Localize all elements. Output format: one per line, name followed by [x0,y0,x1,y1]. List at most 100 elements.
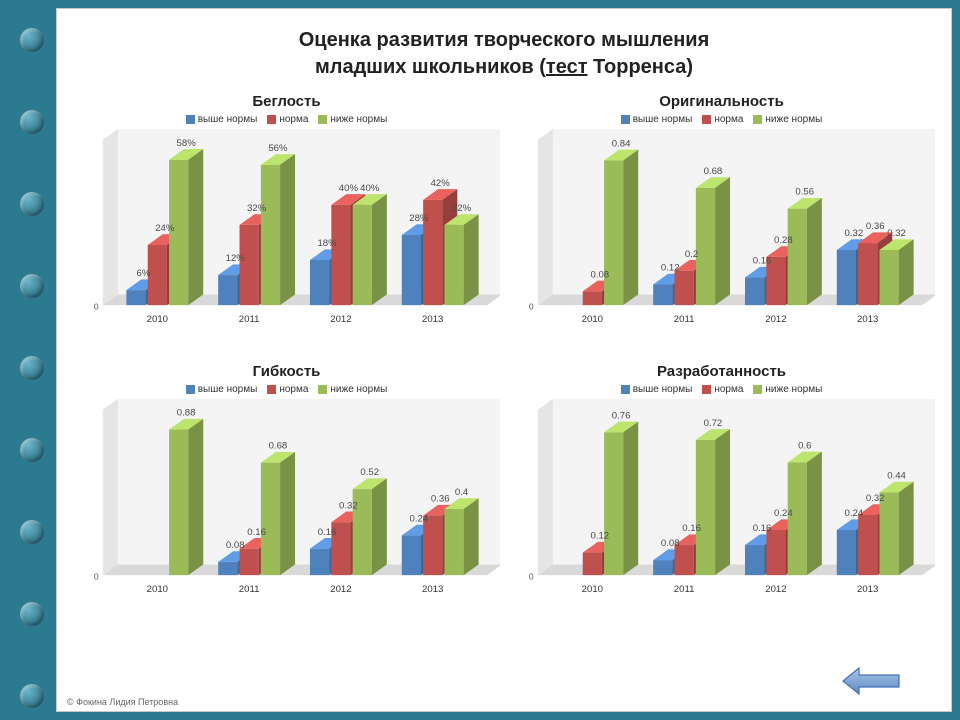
bar-value-label: 32% [452,203,472,214]
chart-area: 0.080.8420100.120.20.6820110.160.280.562… [508,129,935,359]
bar-value-label: 0.16 [753,523,772,534]
binder-dot [20,438,44,462]
bar [240,225,259,305]
bar [444,225,463,305]
chart-area: 0.120.7620100.080.160.7220110.160.240.62… [508,399,935,629]
legend-swatch [186,385,195,394]
chart-panel: Оригинальностьвыше нормынорманиже нормы0… [508,93,935,359]
bar [261,165,280,305]
bar-side [372,478,387,575]
bar [218,275,237,305]
legend-swatch [753,385,762,394]
chart-area: 0.8820100.080.160.6820110.160.320.522012… [73,399,500,629]
charts-grid: Беглостьвыше нормынорманиже нормы6%24%58… [57,89,951,629]
legend-swatch [267,115,276,124]
legend-item: норма [702,384,743,395]
bar [879,492,898,575]
title-line2-underlined: тест [546,56,588,78]
bar [675,545,694,575]
bar-value-label: 18% [317,238,337,249]
bar-value-label: 0.16 [682,523,701,534]
category-label: 2010 [147,314,168,325]
bar-side [623,422,638,576]
chart-legend: выше нормы норма ниже нормы [621,384,823,395]
bar-side [188,419,203,575]
legend-swatch [318,385,327,394]
bar-value-label: 0.16 [753,256,772,267]
bar-value-label: 0.68 [269,441,288,452]
legend-swatch [702,385,711,394]
bar [788,209,807,306]
chart-panel: Беглостьвыше нормынорманиже нормы6%24%58… [73,93,500,359]
bar [675,271,694,305]
binder-dot [20,356,44,380]
bar-value-label: 0.08 [226,540,245,551]
legend-label: выше нормы [633,114,693,125]
bar-side [280,452,295,575]
bar [148,245,167,305]
legend-item: ниже нормы [753,384,822,395]
chart-panel: Разработанность выше нормы норма ниже нормы… [508,363,935,629]
panel-title: Разработанность [657,363,786,380]
title-line1: Оценка развития творческого мышления [299,29,710,51]
bar-value-label: 0.2 [685,249,698,260]
legend-swatch [267,385,276,394]
legend-swatch [702,115,711,124]
bar-value-label: 0.32 [887,228,906,239]
slide-page: Оценка развития творческого мышления мла… [56,8,952,712]
legend-item: выше нормы [621,384,693,395]
bar-value-label: 0.52 [360,467,379,478]
legend-swatch [753,115,762,124]
chart-legend: выше нормынорманиже нормы [621,114,823,125]
title-line2-after: Торренса) [588,56,694,78]
category-label: 2013 [422,314,443,325]
legend-label: норма [714,114,743,125]
bar-value-label: 40% [339,183,359,194]
bar-side [464,498,479,575]
bar-value-label: 0.32 [845,228,864,239]
bar-value-label: 0.16 [247,527,266,538]
bar [583,553,602,576]
bar [126,290,145,305]
bar [240,549,259,575]
bar [837,530,856,575]
bar [696,440,715,575]
bar-side [464,214,479,305]
bar-value-label: 0.36 [431,494,450,505]
category-label: 2011 [674,584,695,595]
category-label: 2011 [239,584,260,595]
binder-dot [20,684,44,708]
legend-label: норма [279,114,308,125]
binder-dots [20,28,44,708]
category-label: 2010 [582,314,603,325]
chart-svg: 0.080.8420100.120.20.6820110.160.280.562… [508,129,935,353]
bar [310,549,329,575]
legend-swatch [621,115,630,124]
bar-value-label: 6% [137,268,151,279]
title-line2-before: младших школьников ( [315,56,546,78]
bar-value-label: 0.32 [339,500,358,511]
axis-zero-label: 0 [94,301,99,311]
bar [169,430,188,576]
chart-svg: 6%24%58%201012%32%56%201118%40%40%201228… [73,129,500,353]
slide-title: Оценка развития творческого мышления мла… [57,9,951,89]
left-arrow-icon [841,665,903,697]
bar-value-label: 32% [247,203,267,214]
legend-item: ниже нормы [318,384,387,395]
chart-svg: 0.8820100.080.160.6820110.160.320.522012… [73,399,500,623]
slide-frame: Оценка развития творческого мышления мла… [8,8,952,712]
bar-value-label: 0.68 [704,166,723,177]
panel-title: Гибкость [253,363,321,380]
bar-value-label: 0.84 [612,138,631,149]
bar-value-label: 58% [177,138,197,149]
back-arrow-button[interactable] [841,665,903,697]
bar [653,284,672,305]
chart-panel: Гибкостьвыше нормынорманиже нормы0.88201… [73,363,500,629]
bar-value-label: 24% [155,223,175,234]
bar-side [899,482,914,575]
bar-value-label: 0.12 [661,263,680,274]
chart-side-wall [538,129,553,305]
chart-legend: выше нормынорманиже нормы [186,114,388,125]
bar-value-label: 0.88 [177,408,196,419]
legend-label: норма [714,384,743,395]
